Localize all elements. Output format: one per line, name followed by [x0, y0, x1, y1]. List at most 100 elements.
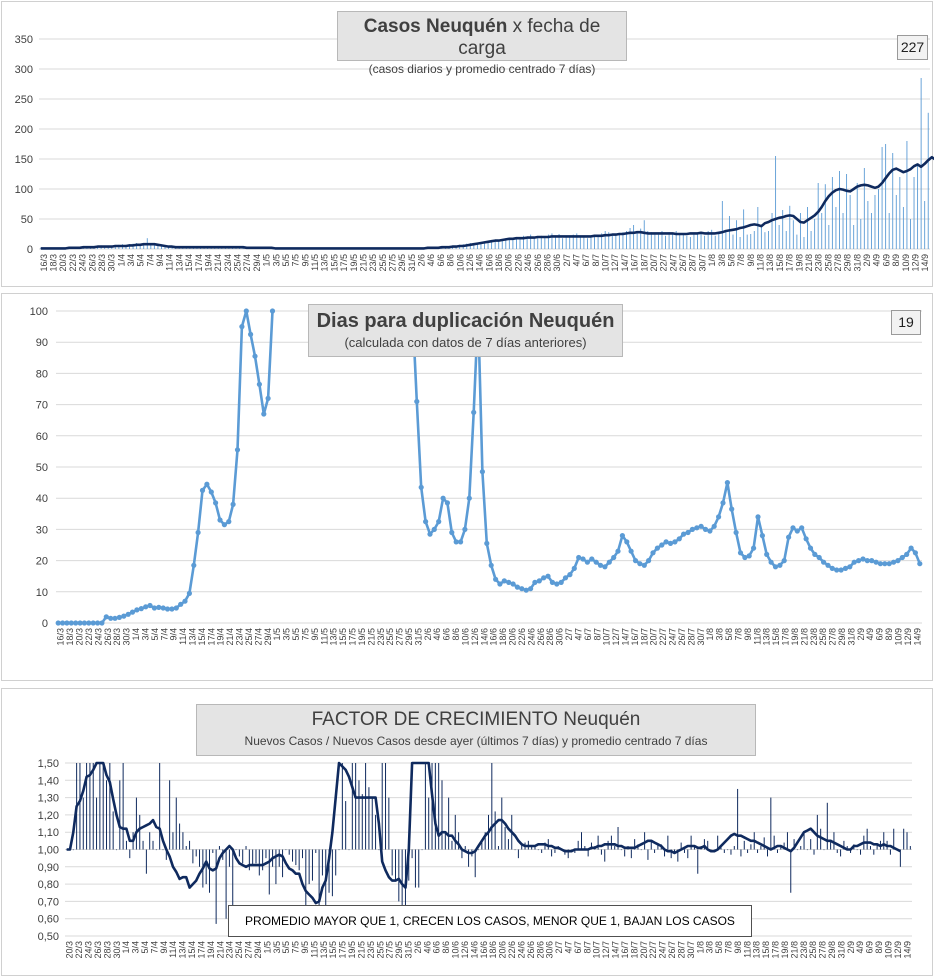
growth-daily-bar — [813, 849, 815, 855]
doubling-x-tick: 10/6 — [460, 628, 470, 646]
growth-y-tick: 0,60 — [38, 914, 59, 926]
growth-daily-bar — [155, 849, 157, 851]
growth-factor-title-box: FACTOR DE CRECIMIENTO Neuquén Nuevos Cas… — [196, 704, 756, 756]
growth-daily-bar — [730, 849, 732, 855]
cases-x-tick: 15/8 — [775, 254, 785, 272]
cases-x-tick: 5/4 — [136, 254, 146, 267]
cases-daily-bar — [913, 177, 915, 249]
doubling-chart-title-box: Dias para duplicación Neuquén (calculada… — [308, 304, 623, 357]
growth-x-tick: 10/6 — [451, 941, 461, 959]
growth-x-tick: 8/7 — [582, 941, 592, 954]
cases-daily-bar — [796, 234, 798, 249]
cases-daily-bar — [839, 171, 840, 249]
growth-y-tick: 0,80 — [38, 879, 59, 891]
doubling-point — [191, 562, 197, 568]
doubling-point — [768, 559, 774, 565]
cases-y-tick: 0 — [27, 244, 33, 256]
cases-x-tick: 2/6 — [417, 254, 427, 267]
cases-daily-bar — [778, 225, 780, 249]
growth-x-tick: 20/7 — [639, 941, 649, 959]
doubling-x-tick: 19/4 — [216, 628, 226, 646]
growth-daily-bar — [600, 849, 602, 855]
cases-x-tick: 15/4 — [184, 254, 194, 272]
doubling-x-tick: 4/7 — [573, 628, 583, 641]
cases-daily-bar — [768, 231, 769, 249]
doubling-point — [414, 398, 420, 405]
cases-daily-bar — [785, 231, 787, 249]
growth-x-tick: 7/4 — [149, 941, 159, 954]
doubling-point — [121, 613, 127, 619]
doubling-x-tick: 25/4 — [244, 628, 254, 646]
cases-daily-bar — [523, 235, 524, 249]
growth-daily-bar — [733, 846, 735, 850]
cases-daily-bar — [618, 234, 620, 249]
growth-daily-bar — [451, 840, 453, 850]
growth-daily-bar — [66, 849, 68, 851]
doubling-point — [580, 556, 586, 562]
doubling-point — [869, 558, 875, 564]
growth-x-tick: 25/5 — [375, 941, 385, 959]
growth-daily-bar — [893, 828, 895, 850]
doubling-point — [772, 564, 779, 570]
growth-x-tick: 6/9 — [865, 941, 875, 954]
cases-daily-bar — [807, 207, 808, 249]
doubling-point — [156, 604, 162, 610]
doubling-point — [479, 469, 485, 475]
growth-daily-bar — [262, 849, 264, 871]
growth-daily-bar — [806, 849, 808, 851]
growth-x-tick: 4/9 — [855, 941, 865, 954]
doubling-x-tick: 29/4 — [263, 628, 273, 646]
doubling-x-tick: 20/6 — [508, 628, 518, 646]
growth-daily-bar — [743, 840, 745, 850]
growth-x-tick: 23/5 — [366, 941, 376, 959]
doubling-point — [689, 526, 696, 532]
doubling-point — [558, 579, 564, 585]
cases-daily-bar — [640, 228, 642, 249]
doubling-x-tick: 19/5 — [357, 628, 367, 646]
cases-chart-latest-badge: 227 — [897, 35, 928, 60]
cases-daily-bar — [533, 237, 535, 249]
growth-daily-bar — [235, 849, 237, 851]
cases-daily-bar — [760, 227, 762, 249]
doubling-x-tick: 31/5 — [413, 628, 423, 646]
growth-daily-bar — [428, 797, 430, 850]
cases-x-tick: 13/4 — [174, 254, 184, 272]
doubling-point — [449, 529, 455, 536]
growth-x-tick: 26/7 — [667, 941, 677, 959]
growth-daily-bar — [218, 846, 220, 850]
growth-daily-bar — [175, 797, 177, 850]
growth-daily-bar — [763, 837, 765, 850]
doubling-point — [116, 614, 122, 620]
growth-x-tick: 3/8 — [705, 941, 715, 954]
growth-daily-bar — [421, 849, 423, 851]
growth-daily-bar — [438, 763, 440, 850]
growth-daily-bar — [351, 763, 353, 850]
doubling-point — [95, 620, 101, 626]
doubling-x-tick: 15/8 — [771, 628, 781, 646]
doubling-point — [213, 500, 219, 506]
growth-daily-bar — [458, 832, 460, 850]
growth-daily-bar — [547, 839, 549, 850]
doubling-point — [453, 539, 459, 545]
growth-x-tick: 26/3 — [93, 941, 103, 959]
cases-daily-bar — [586, 238, 588, 249]
growth-daily-bar — [424, 763, 426, 850]
growth-x-tick: 6/6 — [432, 941, 442, 954]
growth-daily-bar — [328, 849, 330, 893]
doubling-x-tick: 1/5 — [272, 628, 282, 641]
cases-x-tick: 17/4 — [194, 254, 204, 272]
doubling-chart-subtitle: (calculada con datos de 7 días anteriore… — [344, 335, 587, 350]
doubling-point — [790, 525, 796, 531]
doubling-point — [742, 554, 748, 561]
doubling-point — [786, 534, 792, 540]
growth-daily-bar — [790, 849, 792, 893]
growth-daily-bar — [906, 832, 908, 850]
growth-daily-bar — [587, 849, 589, 857]
doubling-x-tick: 30/6 — [555, 628, 565, 646]
growth-x-tick: 7/8 — [723, 941, 733, 954]
cases-daily-bar — [537, 238, 539, 249]
cases-x-tick: 22/7 — [659, 254, 669, 272]
doubling-point — [711, 523, 717, 529]
growth-x-tick: 16/6 — [479, 941, 489, 959]
growth-daily-bar — [225, 849, 227, 919]
